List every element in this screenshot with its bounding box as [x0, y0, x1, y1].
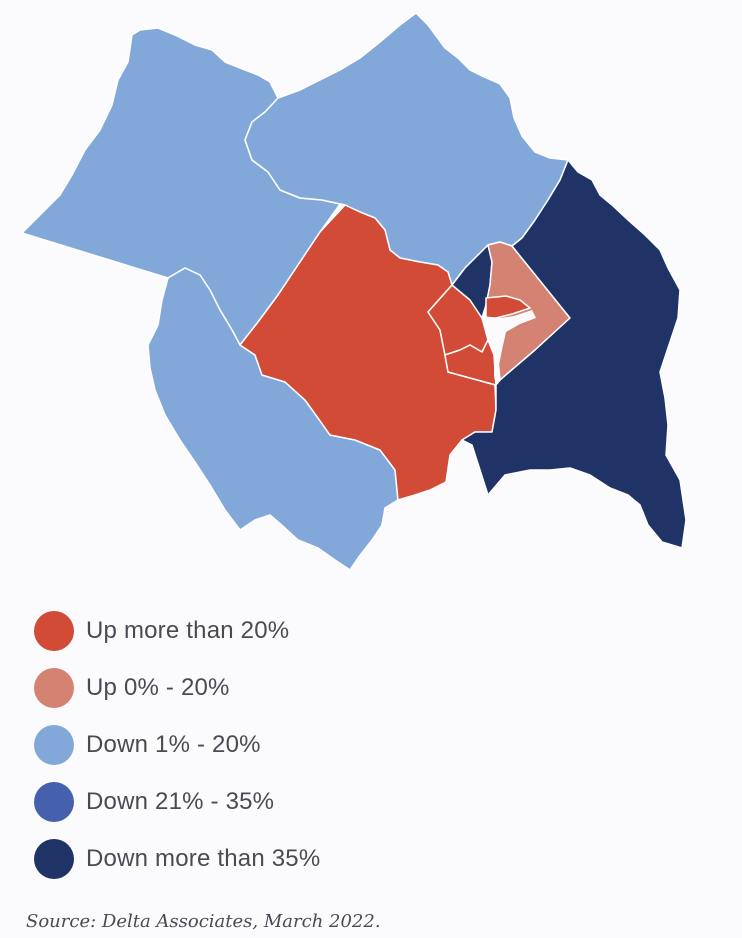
legend-item-up-0-20: Up 0% - 20%: [34, 659, 320, 716]
legend-swatch: [34, 838, 74, 879]
legend-swatch: [34, 667, 74, 708]
legend-item-down-1-20: Down 1% - 20%: [34, 716, 320, 773]
legend-item-down-more-than-35: Down more than 35%: [34, 830, 320, 887]
legend-swatch: [34, 610, 74, 651]
legend-swatch: [34, 781, 74, 822]
choropleth-map: [21, 12, 687, 571]
legend-label: Down 21% - 35%: [86, 787, 275, 815]
legend-item-down-21-35: Down 21% - 35%: [34, 773, 320, 830]
region-alexandria: [444, 339, 497, 386]
source-note: Source: Delta Associates, March 2022.: [26, 911, 381, 932]
legend-label: Down more than 35%: [86, 844, 321, 872]
region-prince-georges: [461, 159, 687, 549]
legend-label: Up 0% - 20%: [86, 673, 230, 701]
map-legend: Up more than 20% Up 0% - 20% Down 1% - 2…: [34, 602, 320, 887]
river: [482, 310, 536, 386]
legend-label: Up more than 20%: [86, 616, 290, 644]
legend-swatch: [34, 724, 74, 765]
legend-label: Down 1% - 20%: [86, 730, 261, 758]
region-fairfax: [239, 204, 497, 501]
legend-item-up-more-than-20: Up more than 20%: [34, 602, 320, 659]
